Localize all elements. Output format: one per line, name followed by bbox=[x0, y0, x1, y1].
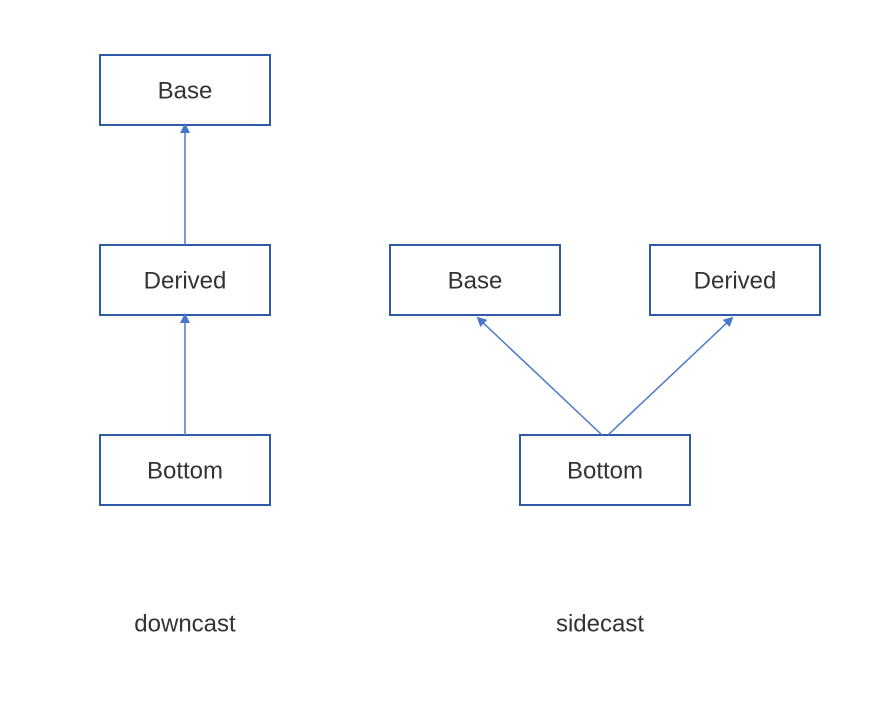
node-derived-label: Derived bbox=[694, 267, 777, 294]
diagram-canvas: Base Derived Bottom downcast Base Derive… bbox=[0, 0, 892, 707]
node-derived-label: Derived bbox=[144, 267, 227, 294]
node-derived: Derived bbox=[650, 245, 820, 315]
edge-bottom-to-base bbox=[478, 318, 602, 435]
node-derived: Derived bbox=[100, 245, 270, 315]
sidecast-label: sidecast bbox=[556, 610, 644, 637]
node-bottom: Bottom bbox=[520, 435, 690, 505]
downcast-label: downcast bbox=[134, 610, 236, 637]
node-bottom: Bottom bbox=[100, 435, 270, 505]
downcast-diagram: Base Derived Bottom downcast bbox=[100, 55, 270, 637]
node-base-label: Base bbox=[158, 77, 213, 104]
node-base-label: Base bbox=[448, 267, 503, 294]
edge-bottom-to-derived bbox=[608, 318, 732, 435]
node-base: Base bbox=[100, 55, 270, 125]
sidecast-diagram: Base Derived Bottom sidecast bbox=[390, 245, 820, 637]
node-bottom-label: Bottom bbox=[147, 457, 223, 484]
node-bottom-label: Bottom bbox=[567, 457, 643, 484]
node-base: Base bbox=[390, 245, 560, 315]
